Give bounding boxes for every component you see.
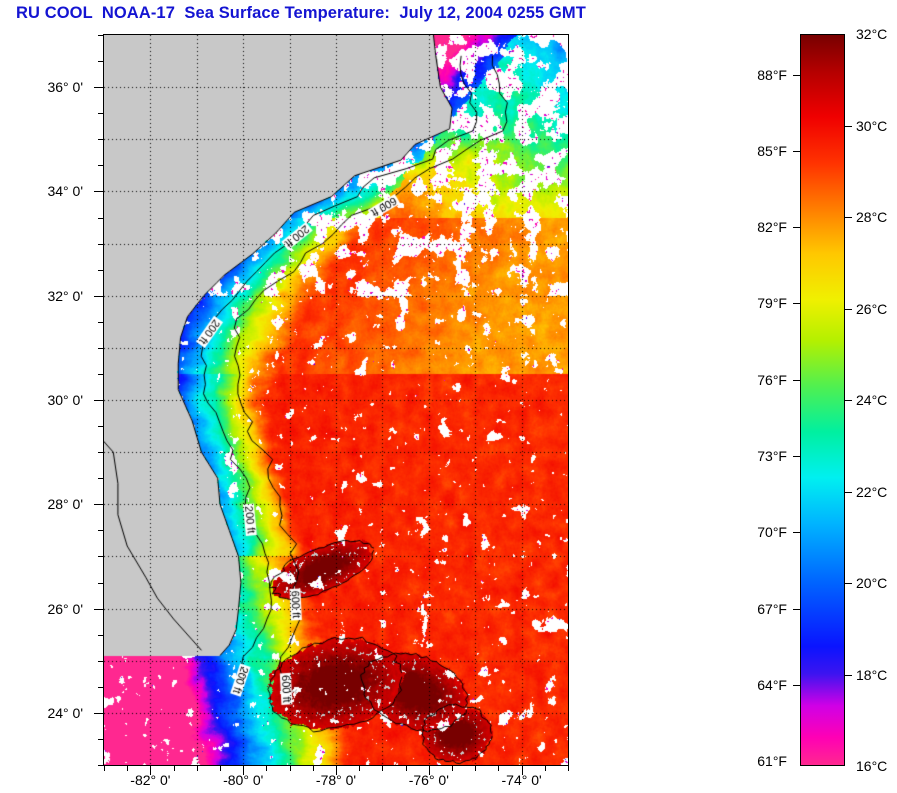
x-axis-minor-tick — [452, 766, 453, 771]
sst-raster — [104, 35, 568, 765]
x-axis-minor-tick — [127, 766, 129, 771]
x-axis-minor-tick — [220, 766, 221, 771]
y-axis-major-tick — [94, 712, 103, 714]
y-axis-label: 26° 0' — [47, 600, 83, 617]
x-axis-minor-tick — [544, 766, 546, 771]
x-axis-label: -74° 0' — [501, 772, 542, 788]
y-axis-minor-tick — [98, 35, 103, 36]
y-axis-label: 32° 0' — [47, 287, 83, 304]
y-axis-label: 30° 0' — [47, 392, 83, 408]
y-axis-minor-tick — [98, 113, 103, 115]
y-axis-minor-tick — [98, 478, 103, 480]
x-axis-major-tick — [243, 766, 245, 775]
x-axis-label: -76° 0' — [408, 772, 449, 788]
y-axis-minor-tick — [98, 765, 103, 766]
y-axis-minor-tick — [98, 556, 103, 558]
x-axis-label: -80° 0' — [223, 772, 264, 788]
y-axis-minor-tick — [98, 530, 103, 532]
x-axis-minor-tick — [266, 766, 268, 771]
y-axis-minor-tick — [98, 634, 103, 636]
x-axis-minor-tick — [196, 766, 198, 771]
y-axis-minor-tick — [98, 738, 103, 740]
map-axis-ticks — [94, 34, 569, 775]
x-axis-major-tick — [428, 766, 430, 775]
sst-map[interactable] — [103, 34, 569, 766]
y-axis-major-tick — [94, 400, 103, 401]
y-axis-major-tick — [94, 608, 103, 610]
x-axis-minor-tick — [405, 766, 407, 771]
x-axis-minor-tick — [568, 766, 569, 771]
temperature-colorbar[interactable] — [800, 34, 845, 766]
x-axis-major-tick — [336, 766, 337, 775]
y-axis-major-tick — [94, 504, 103, 506]
y-axis-minor-tick — [98, 347, 103, 349]
colorbar-gradient — [801, 35, 844, 765]
y-axis-minor-tick — [98, 686, 103, 688]
x-axis-major-tick — [150, 766, 152, 775]
x-axis-minor-tick — [382, 766, 384, 771]
x-axis-minor-tick — [359, 766, 361, 771]
map-plot-frame — [103, 34, 569, 766]
map-axis-labels: 36° 0' 34° 0' 32° 0' 30° 0' 28° 0' 26° 0' 24° … — [0, 34, 897, 793]
y-axis-minor-tick — [98, 373, 103, 375]
y-axis-label: 36° 0' — [47, 79, 83, 96]
y-axis-minor-tick — [98, 61, 103, 63]
y-axis-minor-tick — [98, 165, 103, 167]
y-axis-minor-tick — [98, 660, 103, 662]
x-axis-minor-tick — [289, 766, 291, 771]
y-axis-label: 24° 0' — [47, 704, 83, 721]
y-axis-minor-tick — [98, 217, 103, 219]
page-title: RU COOL NOAA-17 Sea Surface Temperature:… — [16, 4, 586, 22]
y-axis-minor-tick — [98, 243, 103, 245]
y-axis-major-tick — [94, 87, 103, 89]
x-axis-label: -82° 0' — [130, 772, 171, 788]
x-axis-label: -78° 0' — [315, 772, 357, 788]
y-axis-minor-tick — [98, 582, 103, 584]
x-axis-minor-tick — [104, 766, 105, 771]
x-axis-minor-tick — [173, 766, 175, 771]
y-axis-major-tick — [94, 295, 103, 297]
x-axis-minor-tick — [475, 766, 477, 771]
y-axis-minor-tick — [98, 321, 103, 323]
y-axis-label: 34° 0' — [47, 183, 83, 200]
colorbar-frame — [800, 34, 845, 766]
x-axis-minor-tick — [498, 766, 500, 771]
y-axis-minor-tick — [98, 426, 103, 428]
y-axis-major-tick — [94, 191, 103, 193]
y-axis-label: 28° 0' — [47, 496, 83, 513]
y-axis-minor-tick — [98, 452, 103, 454]
x-axis-major-tick — [521, 766, 523, 775]
x-axis-minor-tick — [312, 766, 314, 771]
y-axis-minor-tick — [98, 269, 103, 271]
y-axis-minor-tick — [98, 139, 103, 141]
